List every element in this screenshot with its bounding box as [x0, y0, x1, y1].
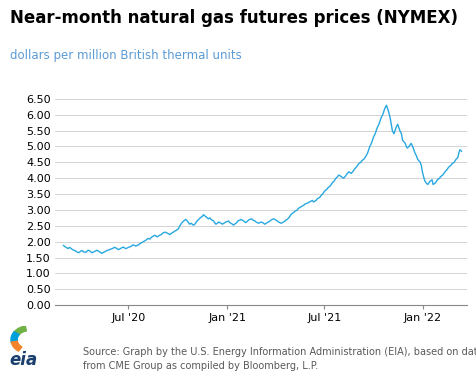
- Wedge shape: [11, 341, 22, 351]
- Wedge shape: [14, 326, 26, 335]
- Text: Near-month natural gas futures prices (NYMEX): Near-month natural gas futures prices (N…: [10, 9, 456, 27]
- Text: Source: Graph by the U.S. Energy Information Administration (EIA), based on data: Source: Graph by the U.S. Energy Informa…: [83, 347, 476, 371]
- Wedge shape: [11, 332, 19, 342]
- Text: eia: eia: [10, 351, 38, 369]
- Text: dollars per million British thermal units: dollars per million British thermal unit…: [10, 49, 241, 62]
